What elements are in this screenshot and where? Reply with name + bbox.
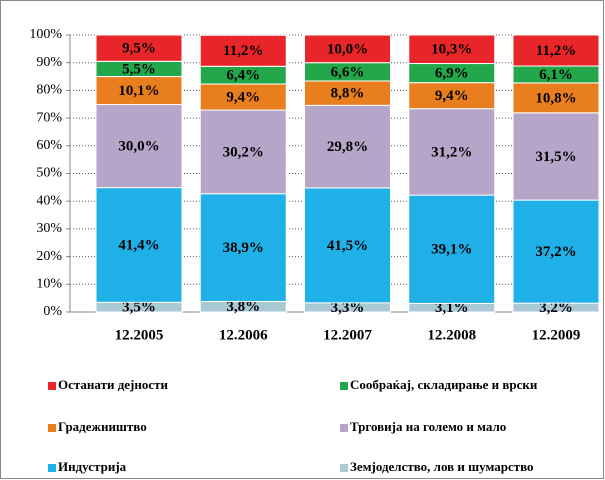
data-label: 5,5%: [122, 61, 156, 77]
y-tick-label: 40%: [36, 193, 62, 208]
legend-label: Останати дејности: [58, 377, 169, 392]
y-tick-label: 70%: [36, 110, 62, 125]
data-label: 11,2%: [223, 43, 263, 59]
legend-label: Трговија на големо и мало: [350, 419, 506, 434]
data-label: 31,5%: [535, 149, 576, 165]
legend-swatch: [340, 382, 348, 390]
data-label: 10,3%: [431, 42, 472, 58]
bar-segment: [512, 34, 600, 67]
data-label: 30,0%: [118, 139, 159, 155]
y-tick-label: 10%: [36, 277, 62, 292]
legend-swatch: [340, 424, 348, 432]
y-tick-label: 50%: [36, 166, 62, 181]
data-label: 6,9%: [435, 66, 469, 82]
data-label: 3,3%: [331, 300, 365, 316]
data-label: 11,2%: [536, 43, 576, 59]
legend-label: Индустрија: [58, 459, 127, 474]
legend-swatch: [340, 464, 348, 472]
data-label: 6,4%: [226, 68, 260, 84]
bar-segment: [304, 104, 391, 189]
bar-segment: [408, 108, 496, 196]
bar-segment: [304, 80, 391, 106]
x-tick-label: 12.2005: [115, 327, 164, 343]
bar-segment: [199, 34, 287, 67]
data-label: 8,8%: [331, 86, 365, 102]
data-label: 10,0%: [327, 41, 368, 57]
data-label: 9,4%: [226, 89, 260, 105]
data-label: 30,2%: [223, 144, 264, 160]
bar-segment: [95, 34, 183, 62]
data-label: 3,5%: [122, 300, 156, 316]
legend-label: Земјоделство, лов и шумарство: [350, 459, 534, 474]
bar-segment: [304, 187, 391, 304]
data-label: 6,6%: [331, 64, 365, 80]
y-tick-label: 20%: [36, 249, 62, 264]
bar-segment: [512, 82, 600, 114]
data-label: 3,8%: [226, 299, 260, 315]
bar-segment: [408, 194, 496, 304]
y-tick-label: 60%: [36, 138, 62, 153]
y-tick-label: 80%: [36, 83, 62, 98]
data-label: 10,1%: [118, 83, 159, 99]
legend-swatch: [48, 464, 56, 472]
bar-segment: [408, 34, 496, 65]
bar-segment: [199, 109, 287, 195]
data-label: 10,8%: [535, 90, 576, 106]
y-tick-label: 90%: [36, 55, 62, 70]
bar-segment: [304, 34, 391, 64]
data-label: 29,8%: [327, 139, 368, 155]
legend-swatch: [48, 382, 56, 390]
data-label: 41,4%: [118, 237, 159, 253]
data-label: 39,1%: [431, 242, 472, 258]
data-label: 31,2%: [431, 144, 472, 160]
x-tick-label: 12.2007: [323, 327, 372, 343]
data-label: 38,9%: [223, 240, 264, 256]
bar-segment: [95, 76, 183, 106]
y-tick-label: 100%: [29, 27, 62, 42]
data-label: 3,1%: [435, 300, 469, 316]
data-label: 6,1%: [539, 67, 573, 83]
bar-segment: [199, 83, 287, 111]
legend-label: Градежништво: [58, 419, 147, 434]
y-tick-label: 30%: [36, 221, 62, 236]
legend-label: Сообраќај, складирање и врски: [350, 377, 538, 392]
x-tick-label: 12.2006: [219, 327, 268, 343]
data-label: 41,5%: [327, 238, 368, 254]
x-tick-label: 12.2009: [532, 327, 581, 343]
y-tick-label: 0%: [43, 304, 62, 319]
x-tick-label: 12.2008: [427, 327, 476, 343]
bar-segment: [408, 82, 496, 110]
data-label: 9,5%: [122, 41, 156, 57]
data-label: 37,2%: [535, 244, 576, 260]
data-label: 3,2%: [539, 300, 573, 316]
bar-segment: [199, 193, 287, 302]
data-label: 9,4%: [435, 88, 469, 104]
legend-swatch: [48, 424, 56, 432]
